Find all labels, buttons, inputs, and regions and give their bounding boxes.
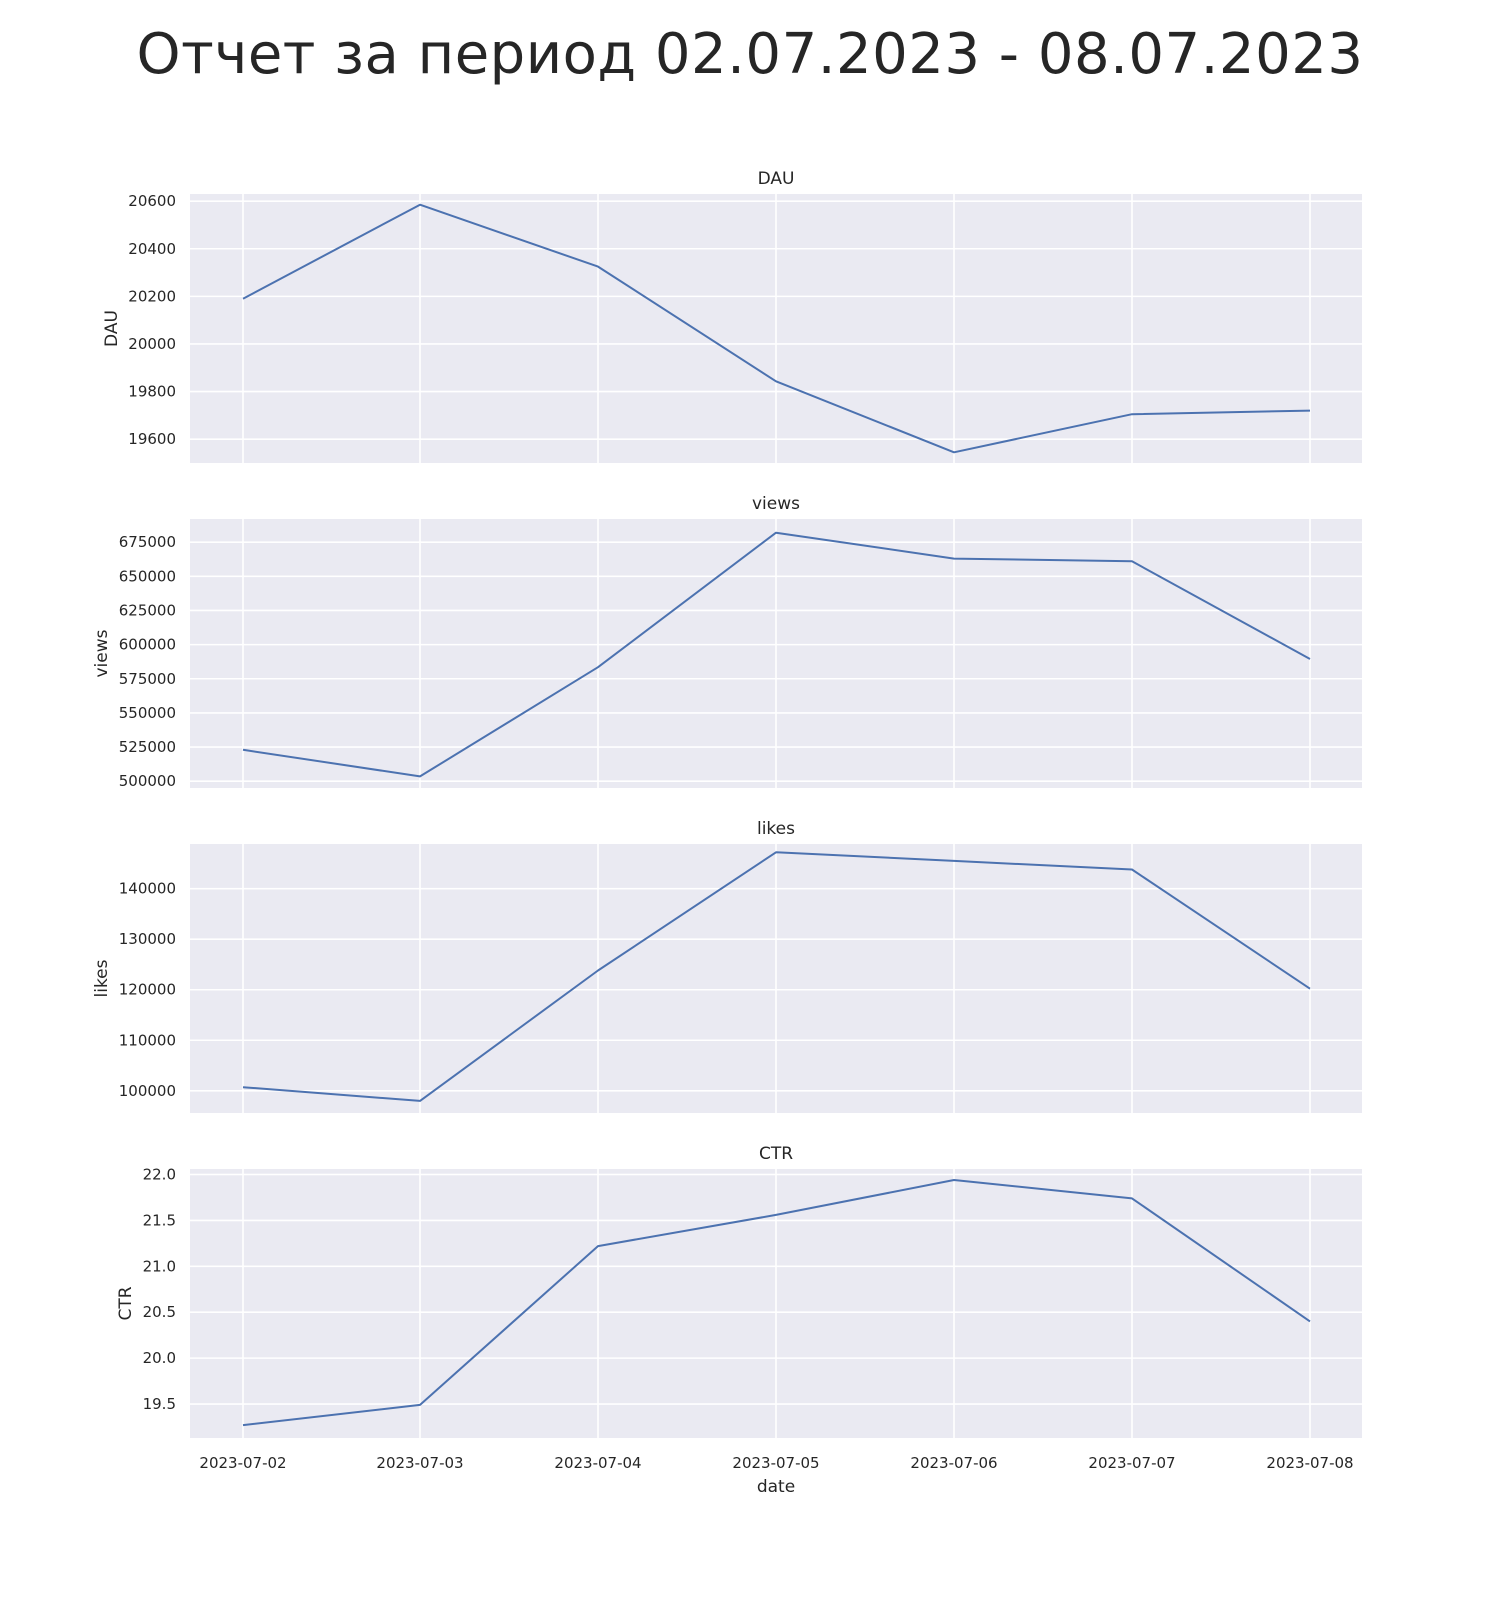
y-tick-label: 110000 [119,1031,176,1049]
x-axis-label: date [757,1477,795,1497]
panel-title: likes [757,819,795,839]
panel-ctr: 19.5 20.0 20.5 21.0 21.5 22.0 CTR CTR 2023-07-02… [116,1144,1362,1497]
y-tick-label: 19800 [128,383,176,401]
y-tick-label: 575000 [119,670,176,688]
y-axis-label: CTR [116,1286,136,1320]
panel-likes: 100000 110000 120000 130000 140000 likes likes [92,819,1362,1113]
panel-title: DAU [758,169,795,189]
y-tick-label: 675000 [119,533,176,551]
y-tick-label: 20.5 [143,1303,176,1321]
panel-title: views [752,494,800,514]
y-tick-label: 130000 [119,930,176,948]
y-tick-label: 22.0 [143,1166,176,1184]
x-tick-label: 2023-07-08 [1266,1454,1353,1472]
y-tick-label: 525000 [119,738,176,756]
y-tick-label: 550000 [119,704,176,722]
y-tick-label: 100000 [119,1082,176,1100]
panel-dau: 19600 19800 20000 20200 20400 20600 DAU DAU [102,169,1362,463]
y-tick-label: 625000 [119,601,176,619]
y-tick-label: 20600 [128,192,176,210]
y-axis-label: likes [92,959,112,997]
x-tick-label: 2023-07-05 [732,1454,819,1472]
y-axis-label: views [92,629,112,677]
x-tick-label: 2023-07-04 [554,1454,641,1472]
x-tick-label: 2023-07-02 [199,1454,286,1472]
y-tick-label: 19600 [128,430,176,448]
y-tick-label: 650000 [119,567,176,585]
x-tick-label: 2023-07-06 [910,1454,997,1472]
x-tick-label: 2023-07-03 [376,1454,463,1472]
y-tick-label: 20400 [128,240,176,258]
y-tick-label: 140000 [119,880,176,898]
y-tick-label: 120000 [119,981,176,999]
panel-title: CTR [759,1144,793,1164]
y-tick-label: 21.0 [143,1257,176,1275]
figure-title: Отчет за период 02.07.2023 - 08.07.2023 [136,22,1364,87]
y-tick-label: 600000 [119,636,176,654]
y-tick-label: 20.0 [143,1349,176,1367]
y-tick-label: 21.5 [143,1211,176,1229]
panel-views: 500000 525000 550000 575000 600000 625000 6500… [92,494,1362,790]
y-tick-label: 500000 [119,772,176,790]
y-tick-label: 19.5 [143,1395,176,1413]
y-tick-label: 20200 [128,287,176,305]
y-tick-label: 20000 [128,335,176,353]
x-tick-label: 2023-07-07 [1088,1454,1175,1472]
y-axis-label: DAU [102,310,122,347]
